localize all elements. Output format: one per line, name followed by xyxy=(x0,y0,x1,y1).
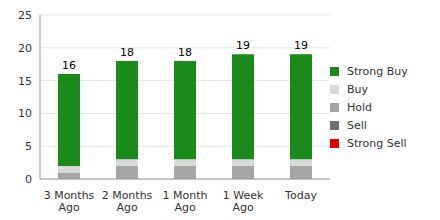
svg-text:16: 16 xyxy=(62,59,76,72)
svg-text:3 MonthsAgo: 3 MonthsAgo xyxy=(44,189,95,214)
svg-text:15: 15 xyxy=(18,75,32,88)
svg-text:18: 18 xyxy=(120,46,134,59)
svg-text:19: 19 xyxy=(236,39,250,52)
svg-text:1 MonthAgo: 1 MonthAgo xyxy=(163,189,208,214)
svg-text:1 WeekAgo: 1 WeekAgo xyxy=(223,189,264,214)
svg-text:5: 5 xyxy=(25,140,32,153)
html-text:Buy: Buy xyxy=(347,83,368,96)
svg-text:18: 18 xyxy=(178,46,192,59)
svg-text:10: 10 xyxy=(18,107,32,120)
html-text:Strong Buy: Strong Buy xyxy=(347,65,408,78)
html-text:Sell: Sell xyxy=(347,119,367,132)
html-text:Strong Sell: Strong Sell xyxy=(347,137,407,150)
svg-text:20: 20 xyxy=(18,42,32,55)
svg-text:19: 19 xyxy=(294,39,308,52)
html-text:Hold: Hold xyxy=(347,101,372,114)
svg-text:25: 25 xyxy=(18,9,32,22)
svg-text:0: 0 xyxy=(25,173,32,186)
svg-text:Today: Today xyxy=(284,189,317,202)
svg-text:2 MonthsAgo: 2 MonthsAgo xyxy=(102,189,153,214)
